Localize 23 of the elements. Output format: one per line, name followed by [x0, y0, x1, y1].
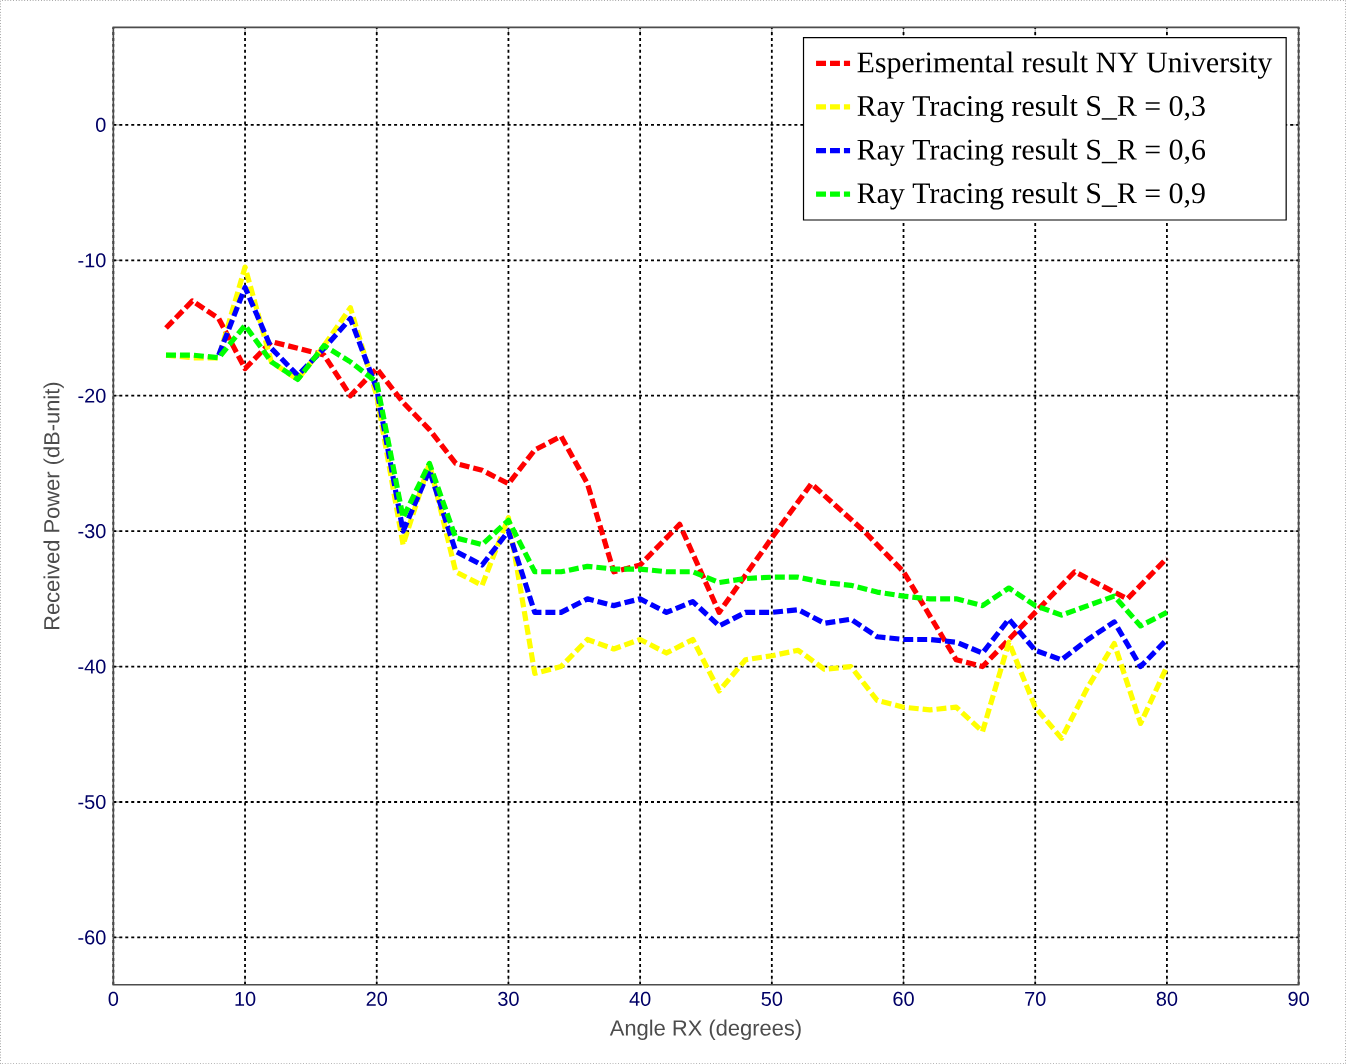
x-axis-title: Angle RX (degrees)	[609, 1019, 801, 1040]
legend-label: Esperimental result NY University	[857, 51, 1273, 79]
x-tick-label: 40	[629, 991, 651, 1006]
y-tick-label: -20	[78, 388, 106, 403]
x-tick-label: 60	[893, 991, 914, 1006]
legend-label: Ray Tracing result S_R = 0,6	[857, 138, 1206, 166]
y-tick-label: -10	[78, 253, 106, 268]
x-tick-label: 50	[761, 991, 783, 1006]
x-tick-label: 10	[235, 991, 256, 1006]
legend-label: Ray Tracing result S_R = 0,3	[857, 95, 1205, 123]
y-axis-title: Received Power (dB-unit)	[43, 382, 64, 629]
legend-label: Ray Tracing result S_R = 0,9	[857, 182, 1205, 210]
x-tick-label: 0	[108, 991, 119, 1006]
x-tick-label: 20	[366, 991, 388, 1006]
x-tick-label: 30	[498, 991, 519, 1006]
y-tick-label: -30	[78, 524, 106, 539]
y-tick-label: -50	[78, 794, 106, 809]
x-tick-label: 70	[1025, 991, 1046, 1006]
y-tick-label: 0	[96, 117, 106, 132]
y-tick-label: -60	[78, 930, 106, 945]
x-tick-label: 80	[1156, 991, 1178, 1006]
x-tick-label: 90	[1288, 991, 1309, 1006]
y-tick-label: -40	[78, 659, 106, 674]
